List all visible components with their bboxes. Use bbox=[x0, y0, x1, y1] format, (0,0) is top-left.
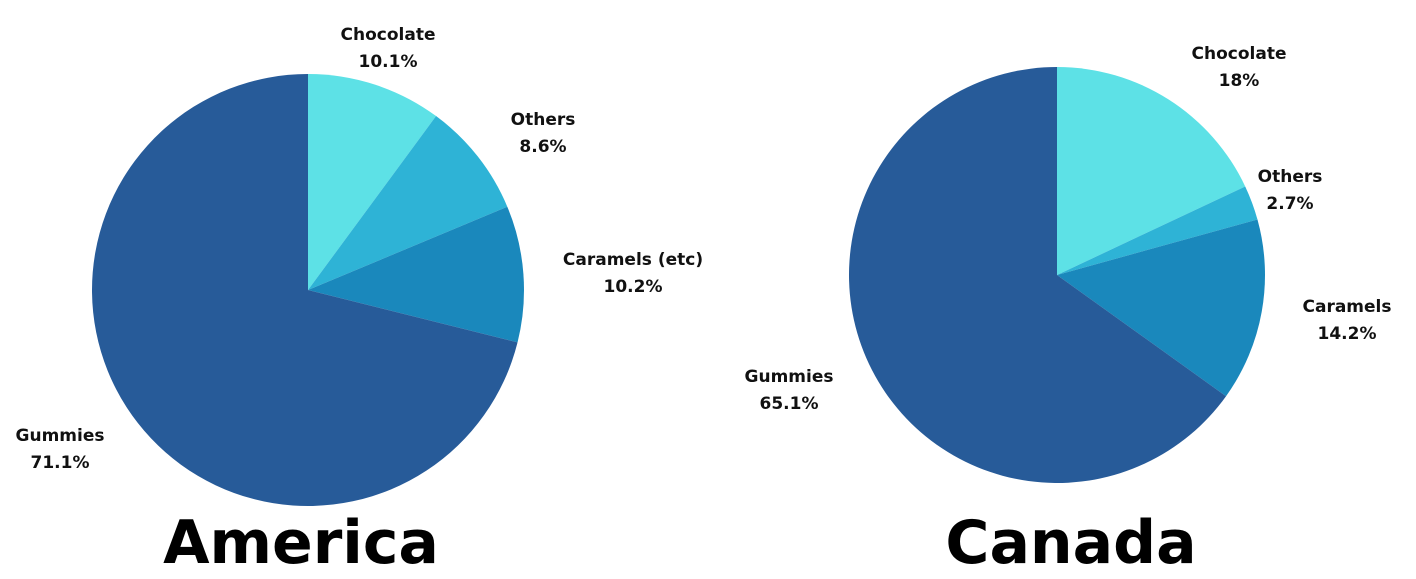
america-label-others: Others bbox=[511, 110, 576, 130]
america-value-caramels: 10.2% bbox=[604, 277, 663, 297]
canada-value-others: 2.7% bbox=[1266, 194, 1313, 214]
america-slice-gummies bbox=[92, 74, 518, 506]
america-value-gummies: 71.1% bbox=[31, 453, 90, 473]
canada-label-caramels: Caramels bbox=[1303, 297, 1392, 317]
canada-value-caramels: 14.2% bbox=[1318, 324, 1377, 344]
america-slice-others bbox=[308, 116, 508, 290]
canada-pie bbox=[849, 67, 1265, 483]
america-value-others: 8.6% bbox=[519, 137, 566, 157]
canada-slice-caramels bbox=[1057, 219, 1265, 397]
america-slice-caramels-etc bbox=[308, 206, 524, 343]
canada-title: Canada bbox=[945, 508, 1196, 578]
america-label-chocolate: Chocolate bbox=[341, 25, 436, 45]
america-pie bbox=[92, 74, 524, 506]
canada-value-gummies: 65.1% bbox=[760, 394, 819, 414]
america-label-caramels: Caramels (etc) bbox=[563, 250, 703, 270]
canada-slice-others bbox=[1057, 186, 1258, 275]
canada-label-chocolate: Chocolate bbox=[1192, 44, 1287, 64]
america-slice-chocolate bbox=[308, 74, 437, 290]
canada-label-gummies: Gummies bbox=[745, 367, 834, 387]
america-title: America bbox=[163, 508, 439, 578]
canada-label-others: Others bbox=[1258, 167, 1323, 187]
america-value-chocolate: 10.1% bbox=[359, 52, 418, 72]
canada-slice-chocolate bbox=[1057, 67, 1246, 275]
canada-value-chocolate: 18% bbox=[1219, 71, 1260, 91]
america-label-gummies: Gummies bbox=[16, 426, 105, 446]
canada-slice-gummies bbox=[849, 67, 1227, 483]
